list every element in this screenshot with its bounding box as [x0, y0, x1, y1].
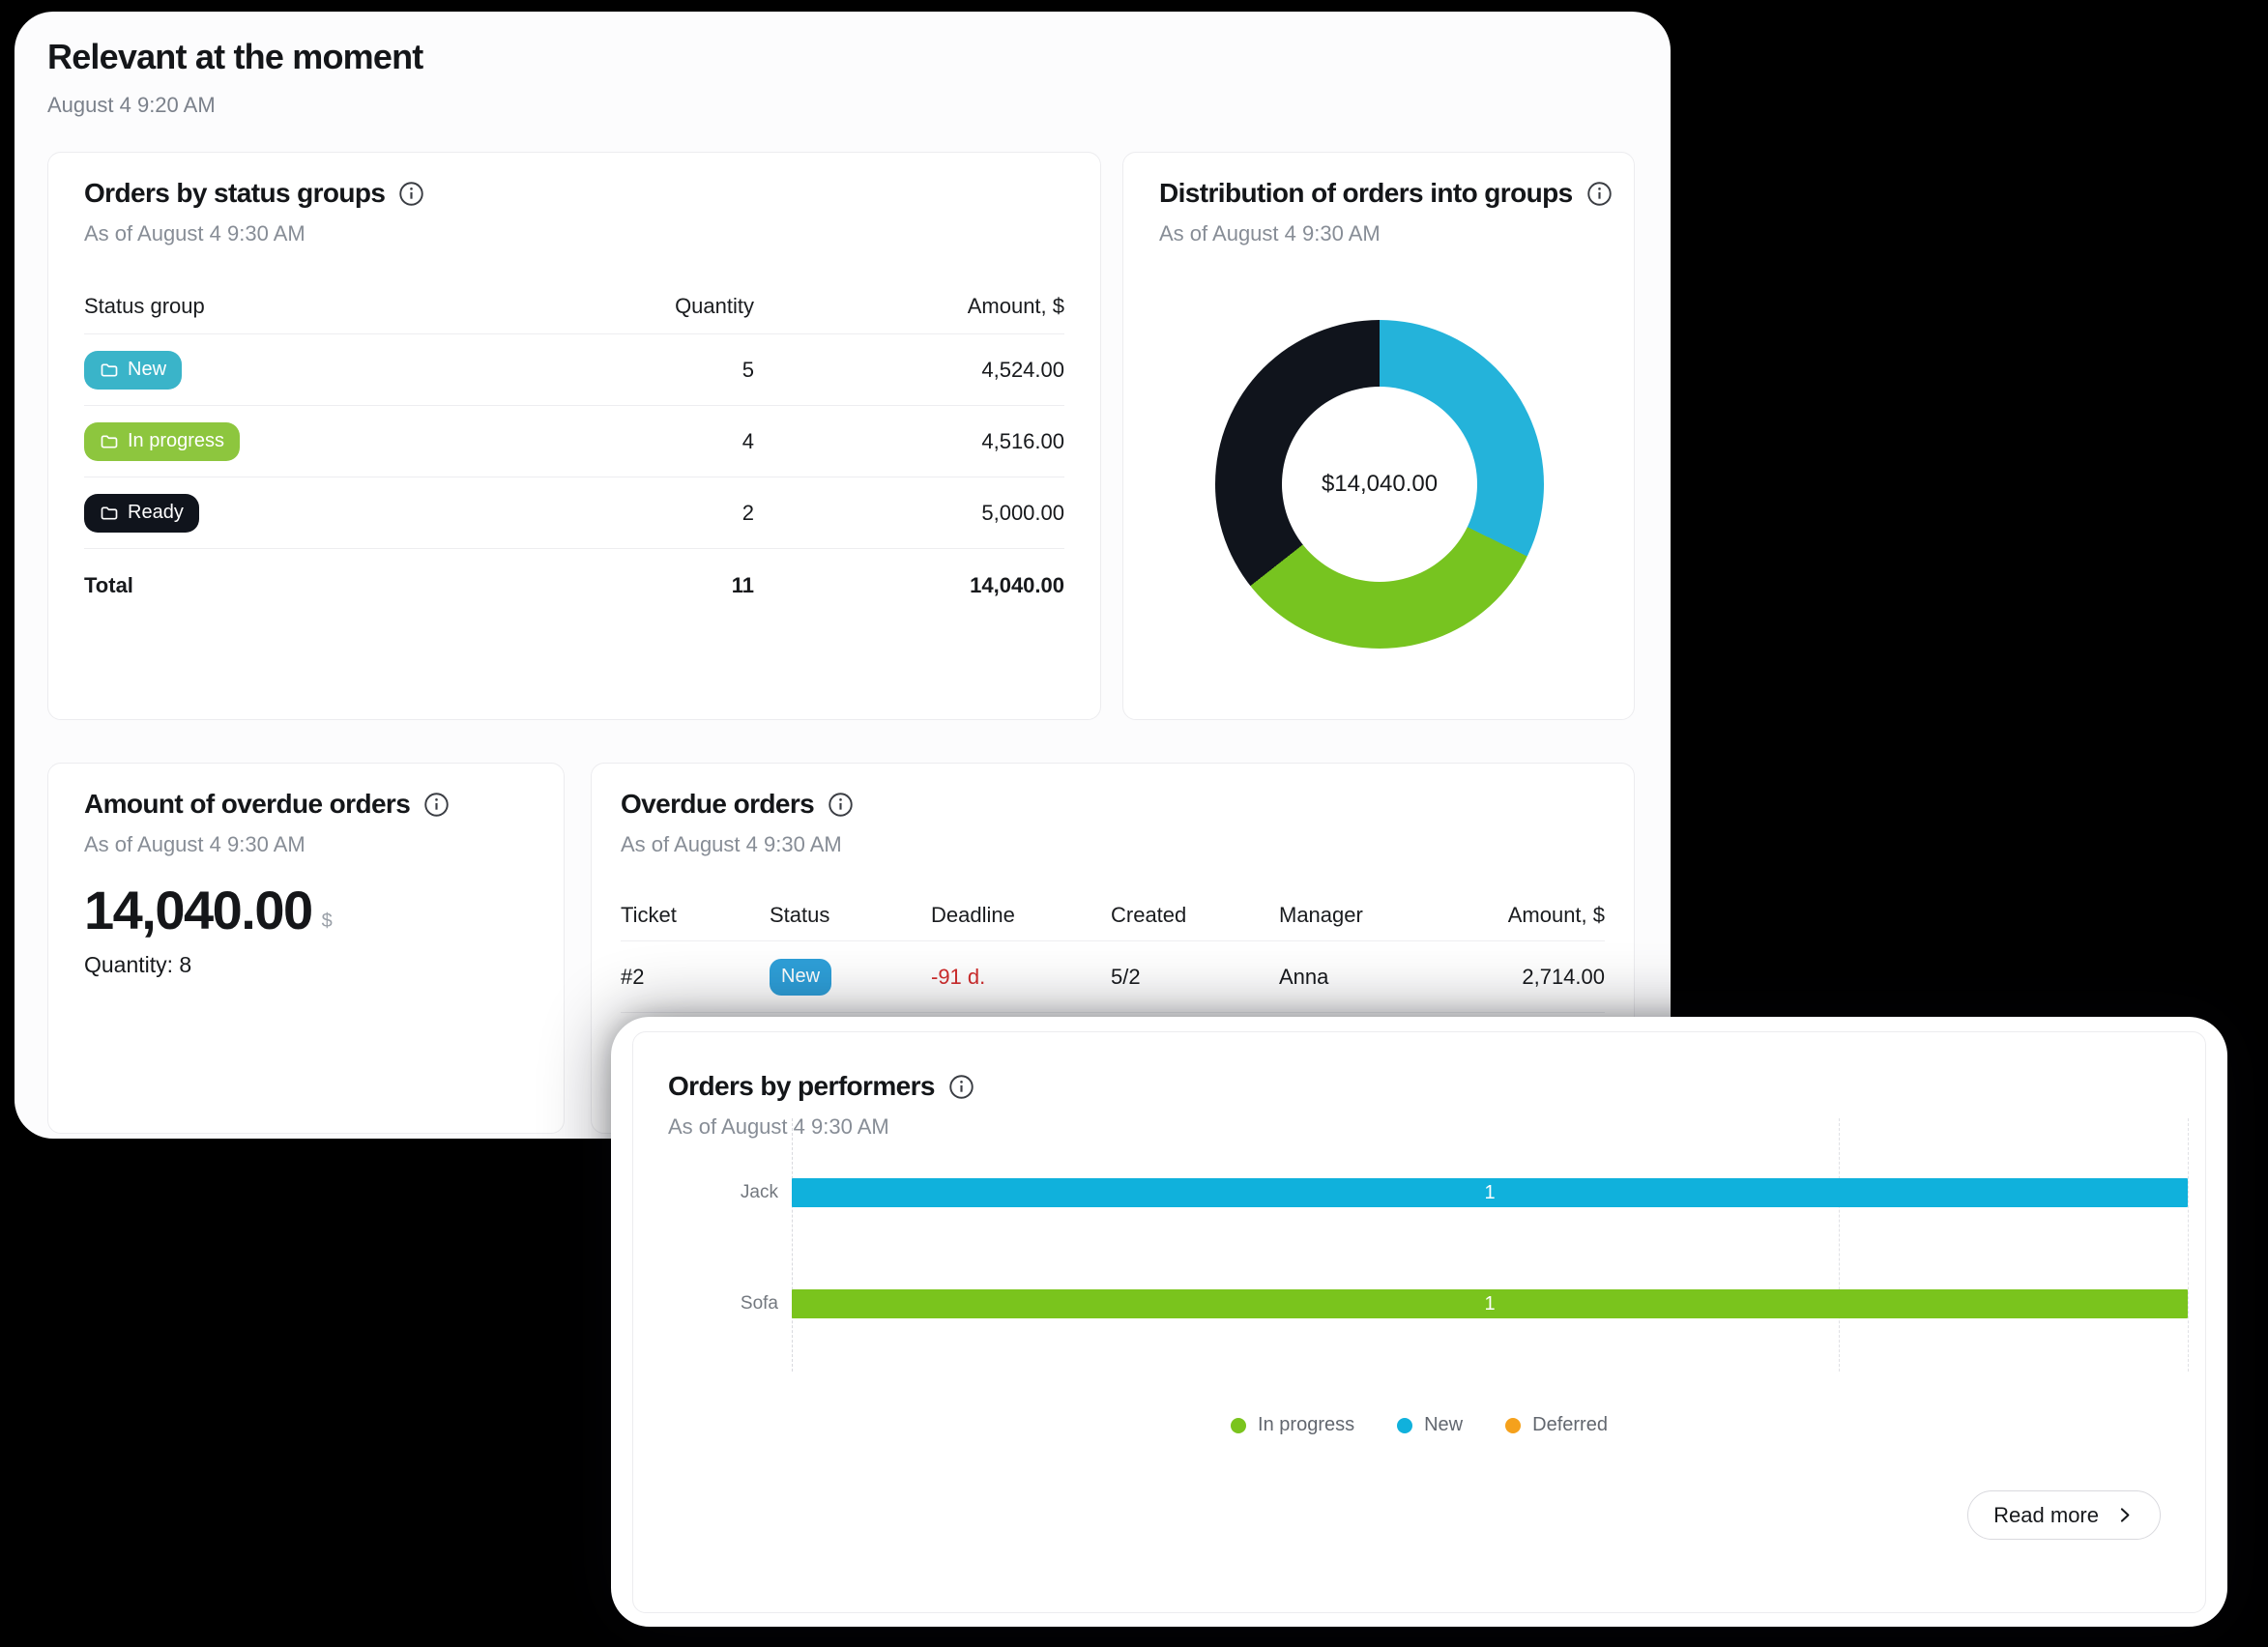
gridline [2188, 1118, 2189, 1372]
donut-center-label: $14,040.00 [1321, 471, 1439, 497]
page-title: Relevant at the moment [47, 37, 423, 76]
distribution-card: Distribution of orders into groups As of… [1122, 152, 1635, 720]
cell-quantity: 4 [741, 428, 754, 453]
category-label: Jack [740, 1182, 778, 1202]
badge-label: New [128, 359, 167, 380]
cell-created: 5/2 [1111, 964, 1141, 989]
table-row[interactable]: #2 New -91 d. 5/2 Anna 2,714.00 [621, 940, 1605, 1012]
status-badge-new: New [84, 350, 183, 390]
badge-label: In progress [128, 430, 225, 451]
bar-row-sofa: Sofa 1 [741, 1289, 2188, 1318]
total-quantity: 11 [731, 572, 754, 597]
chevron-right-icon [2120, 1508, 2130, 1522]
table-row: New 5 4,524.00 [84, 333, 1064, 405]
page-timestamp: August 4 9:20 AM [47, 93, 216, 117]
cell-amount: 4,516.00 [981, 428, 1064, 453]
legend-dot [1397, 1417, 1413, 1433]
column-manager: Manager [1279, 903, 1363, 927]
legend-dot [1231, 1417, 1247, 1433]
status-badge-new: New [770, 958, 832, 996]
orders-by-performers-card: Orders by performers As of August 4 9:30… [632, 1031, 2206, 1613]
overdue-quantity: Quantity: 8 [84, 951, 192, 977]
performers-window: Orders by performers As of August 4 9:30… [611, 1017, 2227, 1627]
currency-symbol: $ [321, 910, 333, 932]
card-as-of: As of August 4 9:30 AM [621, 832, 842, 856]
folder-icon [101, 506, 118, 519]
card-title: Distribution of orders into groups [1159, 178, 1573, 208]
cell-amount: 4,524.00 [981, 357, 1064, 382]
card-title: Overdue orders [621, 789, 815, 819]
legend-label: New [1424, 1414, 1464, 1435]
column-quantity: Quantity [675, 294, 754, 318]
folder-icon [101, 363, 118, 376]
cell-deadline: -91 d. [931, 964, 986, 989]
legend-label: In progress [1258, 1414, 1355, 1435]
bar-sofa: 1 [792, 1289, 2188, 1318]
info-icon[interactable] [398, 181, 424, 207]
column-deadline: Deadline [931, 903, 1015, 927]
legend-item-in-progress: In progress [1231, 1414, 1354, 1436]
status-groups-table-header: Status group Quantity Amount, $ [84, 279, 1064, 333]
cell-ticket: #2 [621, 964, 645, 989]
badge-label: Ready [128, 502, 184, 523]
status-badge-in-progress: In progress [84, 421, 241, 461]
info-icon[interactable] [1586, 181, 1613, 207]
gridline [792, 1118, 793, 1372]
column-amount: Amount, $ [1507, 903, 1605, 927]
info-icon[interactable] [423, 792, 450, 818]
overdue-amount-value: 14,040.00 [84, 880, 313, 940]
info-icon[interactable] [948, 1074, 974, 1100]
total-label: Total [84, 572, 133, 597]
card-title: Amount of overdue orders [84, 789, 411, 819]
cell-amount: 5,000.00 [981, 500, 1064, 525]
legend-dot [1505, 1417, 1522, 1433]
gridline [1839, 1118, 1840, 1372]
cell-quantity: 2 [741, 500, 754, 525]
cell-manager: Anna [1279, 964, 1329, 989]
orders-by-status-groups-card: Orders by status groups As of August 4 9… [47, 152, 1101, 720]
bar-jack: 1 [792, 1178, 2188, 1207]
dashboard-window: Relevant at the moment August 4 9:20 AM … [15, 12, 1671, 1139]
card-as-of: As of August 4 9:30 AM [84, 832, 305, 856]
info-icon[interactable] [828, 792, 854, 818]
table-row: Ready 2 5,000.00 [84, 477, 1064, 548]
folder-icon [101, 435, 118, 448]
column-amount: Amount, $ [967, 294, 1064, 318]
legend-item-new: New [1397, 1414, 1463, 1436]
bar-value: 1 [1484, 1292, 1496, 1315]
bar-value: 1 [1484, 1181, 1496, 1203]
read-more-button[interactable]: Read more [1967, 1490, 2161, 1540]
table-total-row: Total 11 14,040.00 [84, 548, 1064, 621]
legend-item-deferred: Deferred [1505, 1414, 1608, 1436]
overdue-amount-card: Amount of overdue orders As of August 4 … [47, 763, 565, 1134]
table-row: In progress 4 4,516.00 [84, 405, 1064, 477]
column-status: Status [770, 903, 830, 927]
read-more-label: Read more [1993, 1502, 2099, 1527]
legend-label: Deferred [1532, 1414, 1608, 1435]
donut-hole: $14,040.00 [1282, 387, 1477, 582]
card-title: Orders by status groups [84, 178, 386, 208]
donut-chart: $14,040.00 [1215, 320, 1544, 649]
status-badge-ready: Ready [84, 493, 199, 533]
column-ticket: Ticket [621, 903, 677, 927]
cell-quantity: 5 [741, 357, 754, 382]
column-status-group: Status group [84, 294, 205, 318]
column-created: Created [1111, 903, 1187, 927]
category-label: Sofa [740, 1293, 778, 1314]
card-as-of: As of August 4 9:30 AM [668, 1114, 889, 1139]
card-as-of: As of August 4 9:30 AM [84, 221, 305, 246]
table-row-partial [621, 1012, 1605, 1084]
cell-amount: 2,714.00 [1522, 964, 1605, 989]
bar-row-jack: Jack 1 [741, 1178, 2188, 1207]
performers-bar-chart: Jack 1 Sofa 1 [741, 1118, 2189, 1372]
overdue-table-header: Ticket Status Deadline Created Manager A… [621, 890, 1605, 940]
chart-legend: In progress New Deferred [633, 1414, 2205, 1436]
card-title: Orders by performers [668, 1071, 935, 1101]
total-amount: 14,040.00 [970, 572, 1064, 597]
card-as-of: As of August 4 9:30 AM [1159, 221, 1381, 246]
